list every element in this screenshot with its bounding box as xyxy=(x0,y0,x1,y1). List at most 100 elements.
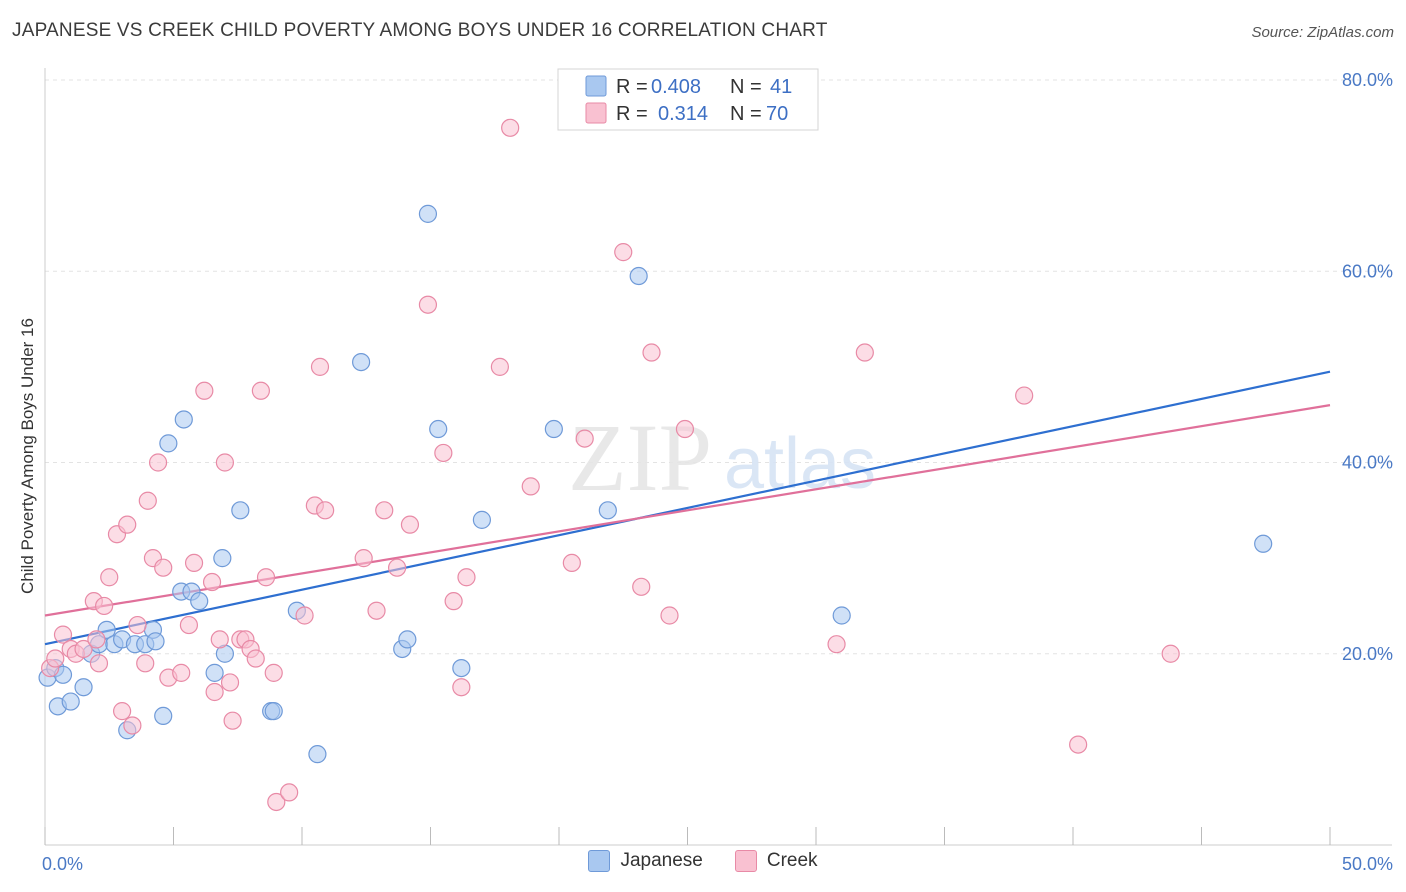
chart-title: JAPANESE VS CREEK CHILD POVERTY AMONG BO… xyxy=(12,20,828,41)
point-creek-58 xyxy=(575,429,594,448)
watermark-atlas: atlas xyxy=(724,424,876,504)
point-creek-64 xyxy=(827,635,846,654)
legend-item-creek[interactable]: Creek xyxy=(734,850,818,872)
point-creek-1 xyxy=(46,649,65,668)
point-japanese-19 xyxy=(174,410,193,429)
point-creek-24 xyxy=(195,381,214,400)
legend-r-value-2: 0.314 xyxy=(658,103,708,125)
point-japanese-29 xyxy=(308,745,327,764)
point-creek-62 xyxy=(660,606,679,625)
legend-n-label-2: N = xyxy=(730,103,762,125)
point-japanese-16 xyxy=(154,706,173,726)
point-creek-25 xyxy=(202,572,222,592)
point-creek-36 xyxy=(256,568,276,587)
point-japanese-22 xyxy=(205,663,224,682)
point-creek-65 xyxy=(855,343,874,362)
point-creek-7 xyxy=(89,654,109,673)
point-creek-45 xyxy=(367,601,386,620)
point-creek-57 xyxy=(562,553,581,573)
legend-swatch-japanese xyxy=(585,75,607,97)
point-creek-44 xyxy=(354,549,373,568)
axes xyxy=(44,68,1392,846)
point-creek-51 xyxy=(444,592,463,611)
point-creek-21 xyxy=(172,663,191,682)
point-creek-13 xyxy=(123,716,142,735)
point-creek-18 xyxy=(148,453,168,472)
legend-n-label-1: N = xyxy=(730,76,762,98)
point-japanese-17 xyxy=(159,434,178,453)
point-creek-42 xyxy=(310,357,330,376)
point-japanese-25 xyxy=(231,501,250,520)
point-creek-46 xyxy=(375,501,394,520)
point-creek-14 xyxy=(128,615,147,635)
point-creek-49 xyxy=(418,295,438,314)
point-creek-23 xyxy=(184,553,204,573)
point-creek-63 xyxy=(675,419,695,439)
point-japanese-30 xyxy=(352,352,371,372)
y-tick-label-60: 60.0% xyxy=(1342,261,1393,281)
point-creek-27 xyxy=(210,630,229,649)
data-points xyxy=(38,118,1273,812)
point-japanese-27 xyxy=(264,702,283,721)
y-tick-label-40: 40.0% xyxy=(1342,453,1393,473)
point-japanese-21 xyxy=(190,592,209,611)
y-tick-label-20: 20.0% xyxy=(1342,644,1393,664)
x-tick-label-0: 0.0% xyxy=(42,854,83,874)
legend-item-japanese[interactable]: Japanese xyxy=(588,850,703,872)
point-japanese-4 xyxy=(61,692,80,711)
point-creek-2 xyxy=(53,625,73,644)
point-creek-48 xyxy=(400,515,420,534)
point-creek-61 xyxy=(642,343,661,362)
series-legend: Japanese Creek xyxy=(0,850,1406,872)
point-creek-67 xyxy=(1069,735,1088,754)
point-creek-11 xyxy=(112,702,132,721)
point-creek-26 xyxy=(205,682,224,702)
point-creek-47 xyxy=(387,558,407,577)
point-japanese-23 xyxy=(213,549,232,568)
trend-line-japanese xyxy=(44,370,1331,646)
point-creek-40 xyxy=(295,606,314,625)
legend-n-value-2: 70 xyxy=(766,103,788,125)
point-japanese-37 xyxy=(544,419,563,439)
point-japanese-35 xyxy=(452,658,471,678)
grid-lines xyxy=(45,79,1392,655)
point-creek-34 xyxy=(246,649,265,668)
point-japanese-33 xyxy=(418,204,438,223)
point-creek-35 xyxy=(251,381,270,400)
point-creek-30 xyxy=(223,711,242,730)
point-creek-5 xyxy=(74,639,93,659)
point-japanese-5 xyxy=(74,678,93,697)
point-creek-29 xyxy=(220,673,240,692)
legend-label-creek: Creek xyxy=(766,850,818,871)
point-creek-53 xyxy=(457,568,476,587)
point-creek-28 xyxy=(215,453,234,472)
point-creek-66 xyxy=(1015,386,1034,405)
legend-r-value-1: 0.408 xyxy=(651,76,701,98)
point-creek-54 xyxy=(490,357,509,376)
point-creek-56 xyxy=(521,477,540,496)
point-japanese-40 xyxy=(832,606,851,625)
correlation-legend: R = 0.408 N = 41 R = 0.314 N = 70 xyxy=(557,68,819,131)
point-japanese-38 xyxy=(598,501,617,520)
point-creek-8 xyxy=(95,596,114,616)
point-creek-39 xyxy=(280,783,299,802)
tick-labels: 20.0% 40.0% 60.0% 80.0% 0.0% 50.0% xyxy=(42,70,1393,874)
point-japanese-41 xyxy=(1254,534,1273,553)
legend-label-japanese: Japanese xyxy=(620,850,703,871)
point-japanese-32 xyxy=(398,630,417,649)
watermark: ZIP atlas xyxy=(568,404,876,511)
point-creek-22 xyxy=(179,615,199,635)
point-creek-60 xyxy=(632,577,651,596)
point-creek-12 xyxy=(118,515,137,534)
point-creek-38 xyxy=(267,792,286,812)
chart-source: Source: ZipAtlas.com xyxy=(1251,24,1394,41)
point-creek-52 xyxy=(452,678,471,697)
point-japanese-34 xyxy=(429,419,448,439)
point-creek-59 xyxy=(614,243,633,262)
y-tick-label-80: 80.0% xyxy=(1342,70,1393,90)
point-creek-16 xyxy=(138,491,157,510)
point-creek-68 xyxy=(1161,644,1180,663)
point-creek-43 xyxy=(316,501,335,520)
point-creek-50 xyxy=(434,443,453,463)
